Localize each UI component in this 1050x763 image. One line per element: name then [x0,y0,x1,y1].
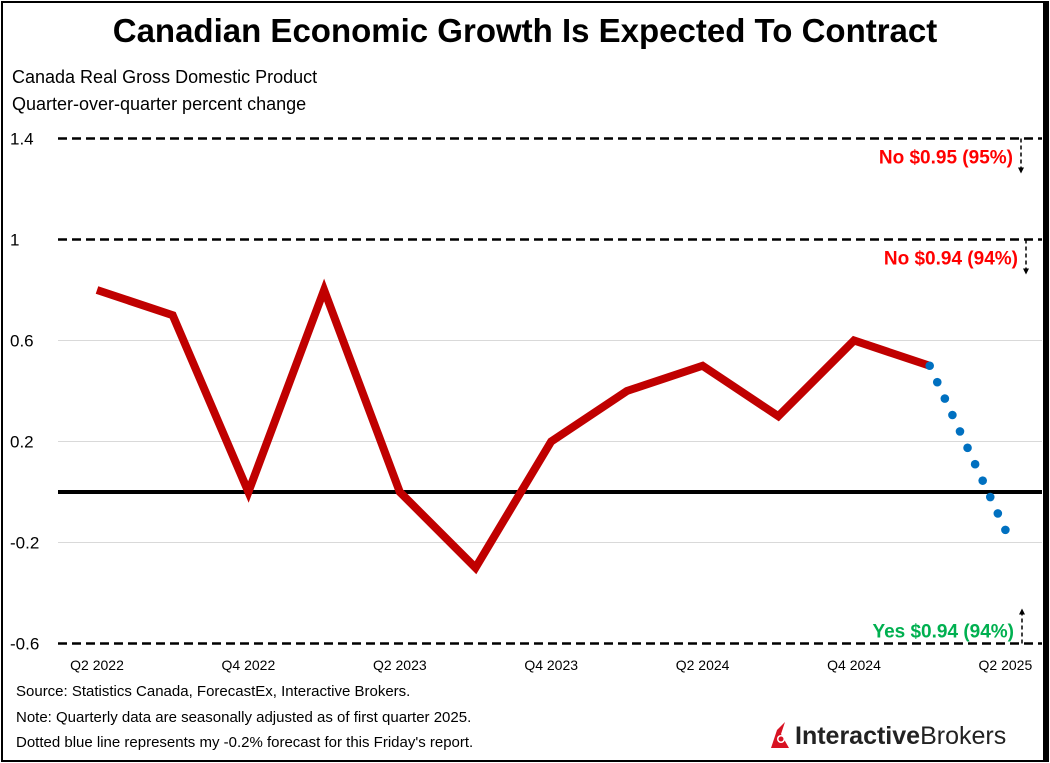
forecast-dot [1001,525,1010,535]
forecast-dot [985,492,995,502]
source-note: Source: Statistics Canada, ForecastEx, I… [16,683,411,700]
threshold-label: No $0.95 (95%) [879,148,1013,169]
forecast-dot [948,410,957,420]
x-tick-label: Q2 2022 [70,657,124,673]
forecast-note: Dotted blue line represents my -0.2% for… [16,734,474,751]
forecast-dot [978,476,987,485]
forecast-dot [940,394,950,403]
arrow-down-icon [1018,167,1024,174]
y-tick-label: 1.4 [10,130,34,149]
data-note: Note: Quarterly data are seasonally adju… [16,709,472,726]
interactive-brokers-logo: InteractiveBrokers [771,722,1007,751]
x-tick-label: Q4 2022 [222,657,276,673]
x-tick-label: Q4 2024 [827,657,881,673]
forecast-dot [963,443,972,453]
x-tick-label: Q2 2024 [676,657,730,673]
arrow-down-icon [1023,268,1029,275]
ib-logo-icon [771,722,789,748]
y-tick-label: 0.6 [10,332,34,351]
series-line [95,278,931,575]
y-tick-label: 0.2 [10,433,34,452]
forecast-dot [925,361,934,371]
x-tick-label: Q2 2023 [373,657,427,673]
y-tick-label: -0.6 [10,635,39,654]
forecast-dot [932,377,942,387]
chart-subtitle-1: Canada Real Gross Domestic Product [12,67,318,87]
y-tick-label: -0.2 [10,534,39,553]
logo-text-regular: Brokers [920,722,1007,750]
chart-title: Canadian Economic Growth Is Expected To … [112,12,938,49]
threshold-label: No $0.94 (94%) [884,249,1018,270]
threshold-label: Yes $0.94 (94%) [872,622,1014,643]
x-tick-label: Q4 2023 [524,657,578,673]
forecast-dot [970,459,980,469]
arrow-up-icon [1019,608,1025,615]
chart-subtitle-2: Quarter-over-quarter percent change [12,94,307,114]
x-tick-label: Q2 2025 [979,657,1033,673]
logo-text-bold: Interactive [795,722,921,750]
forecast-dot [993,509,1003,518]
forecast-dot [955,427,965,436]
y-tick-label: 1 [10,231,19,250]
